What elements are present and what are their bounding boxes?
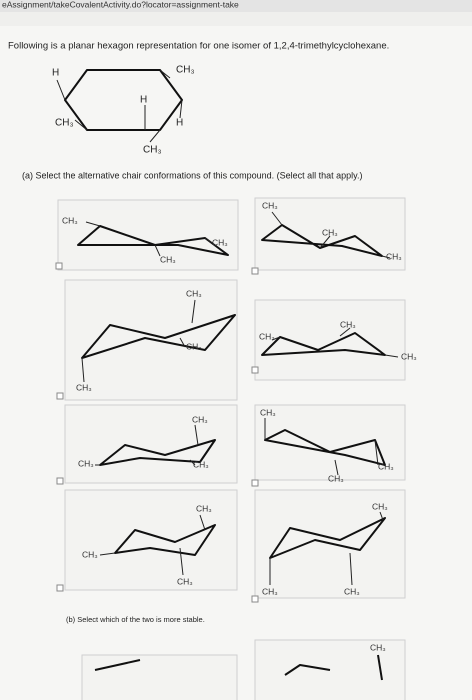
url: eAssignment/takeCovalentActivity.do?loca… xyxy=(2,0,239,9)
checkbox[interactable] xyxy=(56,584,64,592)
checkbox[interactable] xyxy=(55,262,63,270)
chair-bonds xyxy=(271,211,391,259)
hex-label: CH₃ xyxy=(143,145,162,156)
option-label: CH₃ xyxy=(344,586,360,596)
option-label: CH₃ xyxy=(262,200,278,210)
chair-bonds xyxy=(81,299,196,383)
option-box xyxy=(254,197,406,271)
chair xyxy=(81,314,236,359)
option-label: CH₃ xyxy=(372,501,388,511)
option-label: CH₃ xyxy=(78,458,94,468)
checkbox[interactable] xyxy=(251,479,259,487)
option-label: CH₃ xyxy=(196,503,212,513)
chair xyxy=(99,439,216,466)
option-label: CH₃ xyxy=(193,459,209,469)
option-label: CH₃ xyxy=(82,549,98,559)
part-a-text: (a) Select the alternative chair conform… xyxy=(22,170,363,180)
checkbox[interactable] xyxy=(56,477,64,485)
option-label: CH₃ xyxy=(322,227,338,237)
part-b-text: (b) Select which of the two is more stab… xyxy=(66,615,205,624)
option-label: CH₃ xyxy=(386,251,402,261)
hex-label: H xyxy=(52,68,59,79)
checkbox[interactable] xyxy=(251,267,259,275)
option-box xyxy=(81,654,238,700)
url-bar xyxy=(0,0,472,12)
option-label: CH₃ xyxy=(212,237,228,247)
option-label: CH₃ xyxy=(186,288,202,298)
hexagon-bonds xyxy=(56,69,183,143)
chair xyxy=(94,654,383,681)
checkbox[interactable] xyxy=(56,392,64,400)
chair-bonds xyxy=(99,514,206,576)
hex-label: H xyxy=(176,118,183,129)
chair xyxy=(114,524,216,556)
hex-label: H xyxy=(140,95,147,106)
chair-bonds xyxy=(269,511,384,586)
question-text: Following is a planar hexagon representa… xyxy=(8,41,389,52)
option-label: CH₃ xyxy=(177,576,193,586)
chair-bonds xyxy=(264,418,379,476)
option-label: CH₃ xyxy=(378,461,394,471)
option-box xyxy=(254,299,406,381)
chair xyxy=(269,517,386,559)
option-label: CH₃ xyxy=(259,331,275,341)
checkbox[interactable] xyxy=(251,595,259,603)
option-label: CH₃ xyxy=(370,642,386,652)
option-box xyxy=(57,199,239,271)
option-label: CH₃ xyxy=(186,341,202,351)
chair-bonds xyxy=(95,424,199,466)
hex-label: CH₃ xyxy=(176,65,195,76)
option-label: CH₃ xyxy=(340,319,356,329)
chair-bonds xyxy=(85,221,213,257)
option-label: CH₃ xyxy=(260,407,276,417)
option-box xyxy=(64,404,238,484)
option-label: CH₃ xyxy=(328,473,344,483)
option-label: CH₃ xyxy=(262,586,278,596)
hex-label: CH₃ xyxy=(55,118,74,129)
option-label: CH₃ xyxy=(401,351,417,361)
option-label: CH₃ xyxy=(160,254,176,264)
option-label: CH₃ xyxy=(76,382,92,392)
option-label: CH₃ xyxy=(62,215,78,225)
option-box xyxy=(64,489,238,591)
option-label: CH₃ xyxy=(192,414,208,424)
chair-bonds xyxy=(271,327,399,358)
checkbox[interactable] xyxy=(251,366,259,374)
